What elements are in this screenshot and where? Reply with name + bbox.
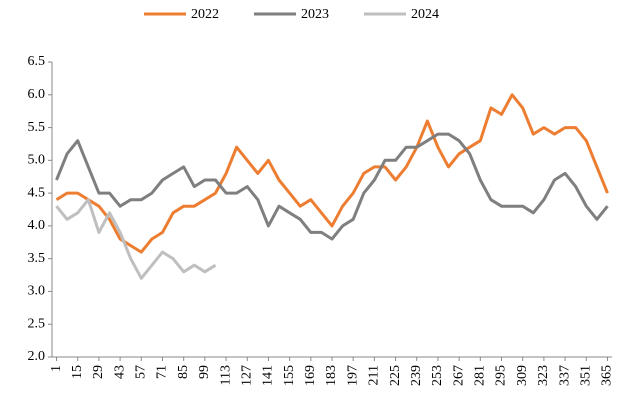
x-tick-label: 127 [239, 365, 254, 386]
y-tick-label: 6.5 [28, 54, 46, 69]
y-tick-label: 5.5 [28, 120, 46, 135]
x-tick-label: 351 [578, 365, 593, 386]
y-tick-label: 2.5 [28, 316, 46, 331]
x-tick-label: 323 [536, 365, 551, 386]
x-tick-label: 1 [49, 365, 64, 372]
x-tick-label: 99 [197, 365, 212, 379]
y-tick-label: 2.0 [28, 349, 46, 364]
x-tick-label: 309 [515, 365, 530, 386]
series-line [55, 198, 217, 280]
x-tick-label: 141 [261, 365, 276, 386]
x-tick-label: 15 [70, 365, 85, 379]
x-tick-label: 267 [451, 365, 466, 386]
y-tick-label: 3.0 [28, 284, 46, 299]
y-tick-label: 4.0 [28, 218, 46, 233]
x-tick-label: 295 [494, 365, 509, 386]
x-tick-label: 85 [176, 365, 191, 379]
y-tick-label: 4.5 [28, 185, 46, 200]
x-tick-label: 225 [388, 365, 403, 386]
y-tick-label: 3.5 [28, 251, 46, 266]
x-tick-label: 337 [557, 365, 572, 386]
x-tick-label: 253 [430, 365, 445, 386]
x-tick-label: 365 [600, 365, 615, 386]
x-tick-label: 113 [218, 365, 233, 385]
x-tick-label: 169 [303, 365, 318, 386]
series-line [55, 132, 609, 241]
x-tick-label: 29 [91, 365, 106, 379]
y-tick-label: 6.0 [28, 87, 46, 102]
x-tick-label: 155 [282, 365, 297, 386]
x-tick-label: 211 [367, 365, 382, 385]
y-tick-label: 5.0 [28, 153, 46, 168]
x-tick-label: 239 [409, 365, 424, 386]
legend-label: 2023 [301, 7, 329, 22]
series-line [55, 93, 609, 254]
x-tick-label: 43 [112, 365, 127, 379]
x-tick-label: 57 [134, 365, 149, 379]
legend-label: 2022 [191, 7, 219, 22]
x-tick-label: 197 [345, 365, 360, 386]
x-tick-label: 71 [155, 365, 170, 379]
legend-label: 2024 [411, 7, 439, 22]
x-tick-label: 183 [324, 365, 339, 386]
x-tick-label: 281 [473, 365, 488, 386]
